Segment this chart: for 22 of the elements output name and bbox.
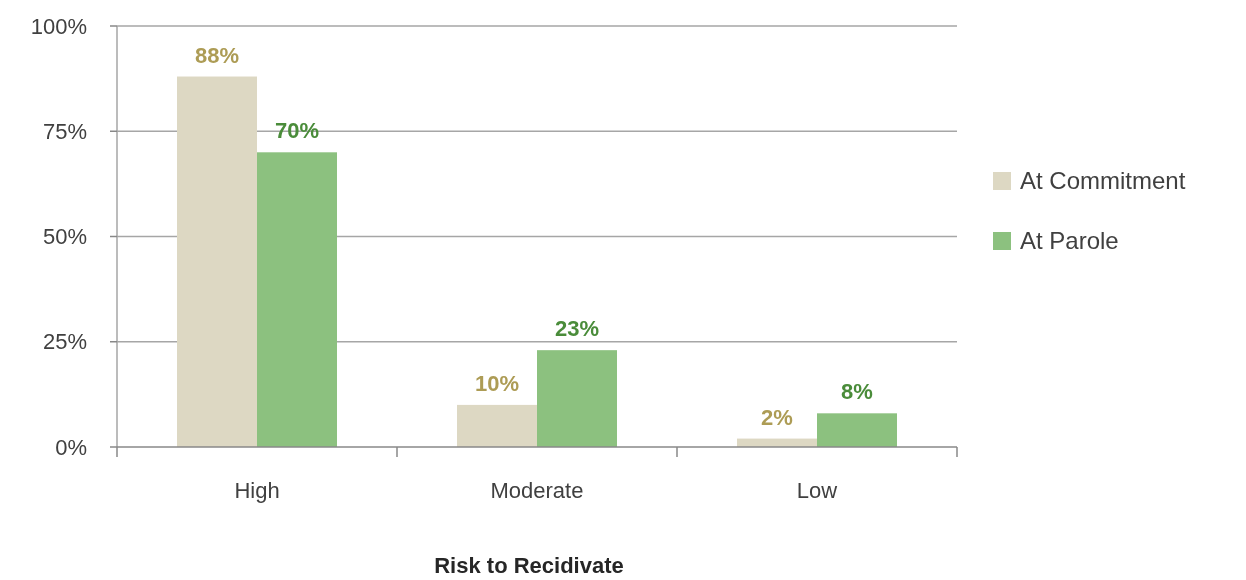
x-tick-label: Moderate [490,478,584,503]
y-tick-label: 75% [42,118,87,144]
bar [457,404,537,447]
data-label: 10% [474,370,520,396]
bar [817,413,897,447]
y-tick-label: 50% [42,224,87,250]
data-label: 70% [274,118,320,144]
x-axis-title: Risk to Recidivate [434,553,624,578]
data-label: 23% [554,316,600,342]
legend-label: At Commitment [1020,167,1186,195]
data-label: 88% [194,42,240,68]
bar [537,350,617,447]
bar [177,76,257,447]
data-label: 2% [761,404,793,430]
y-tick-label: 0% [55,434,87,460]
y-tick-label: 25% [42,329,87,355]
x-tick-label: High [234,478,280,503]
legend-label: At Parole [1020,227,1119,255]
data-label: 8% [841,379,873,405]
bar [257,152,337,447]
y-tick-label: 100% [30,13,87,39]
x-tick-label: Low [796,478,838,503]
